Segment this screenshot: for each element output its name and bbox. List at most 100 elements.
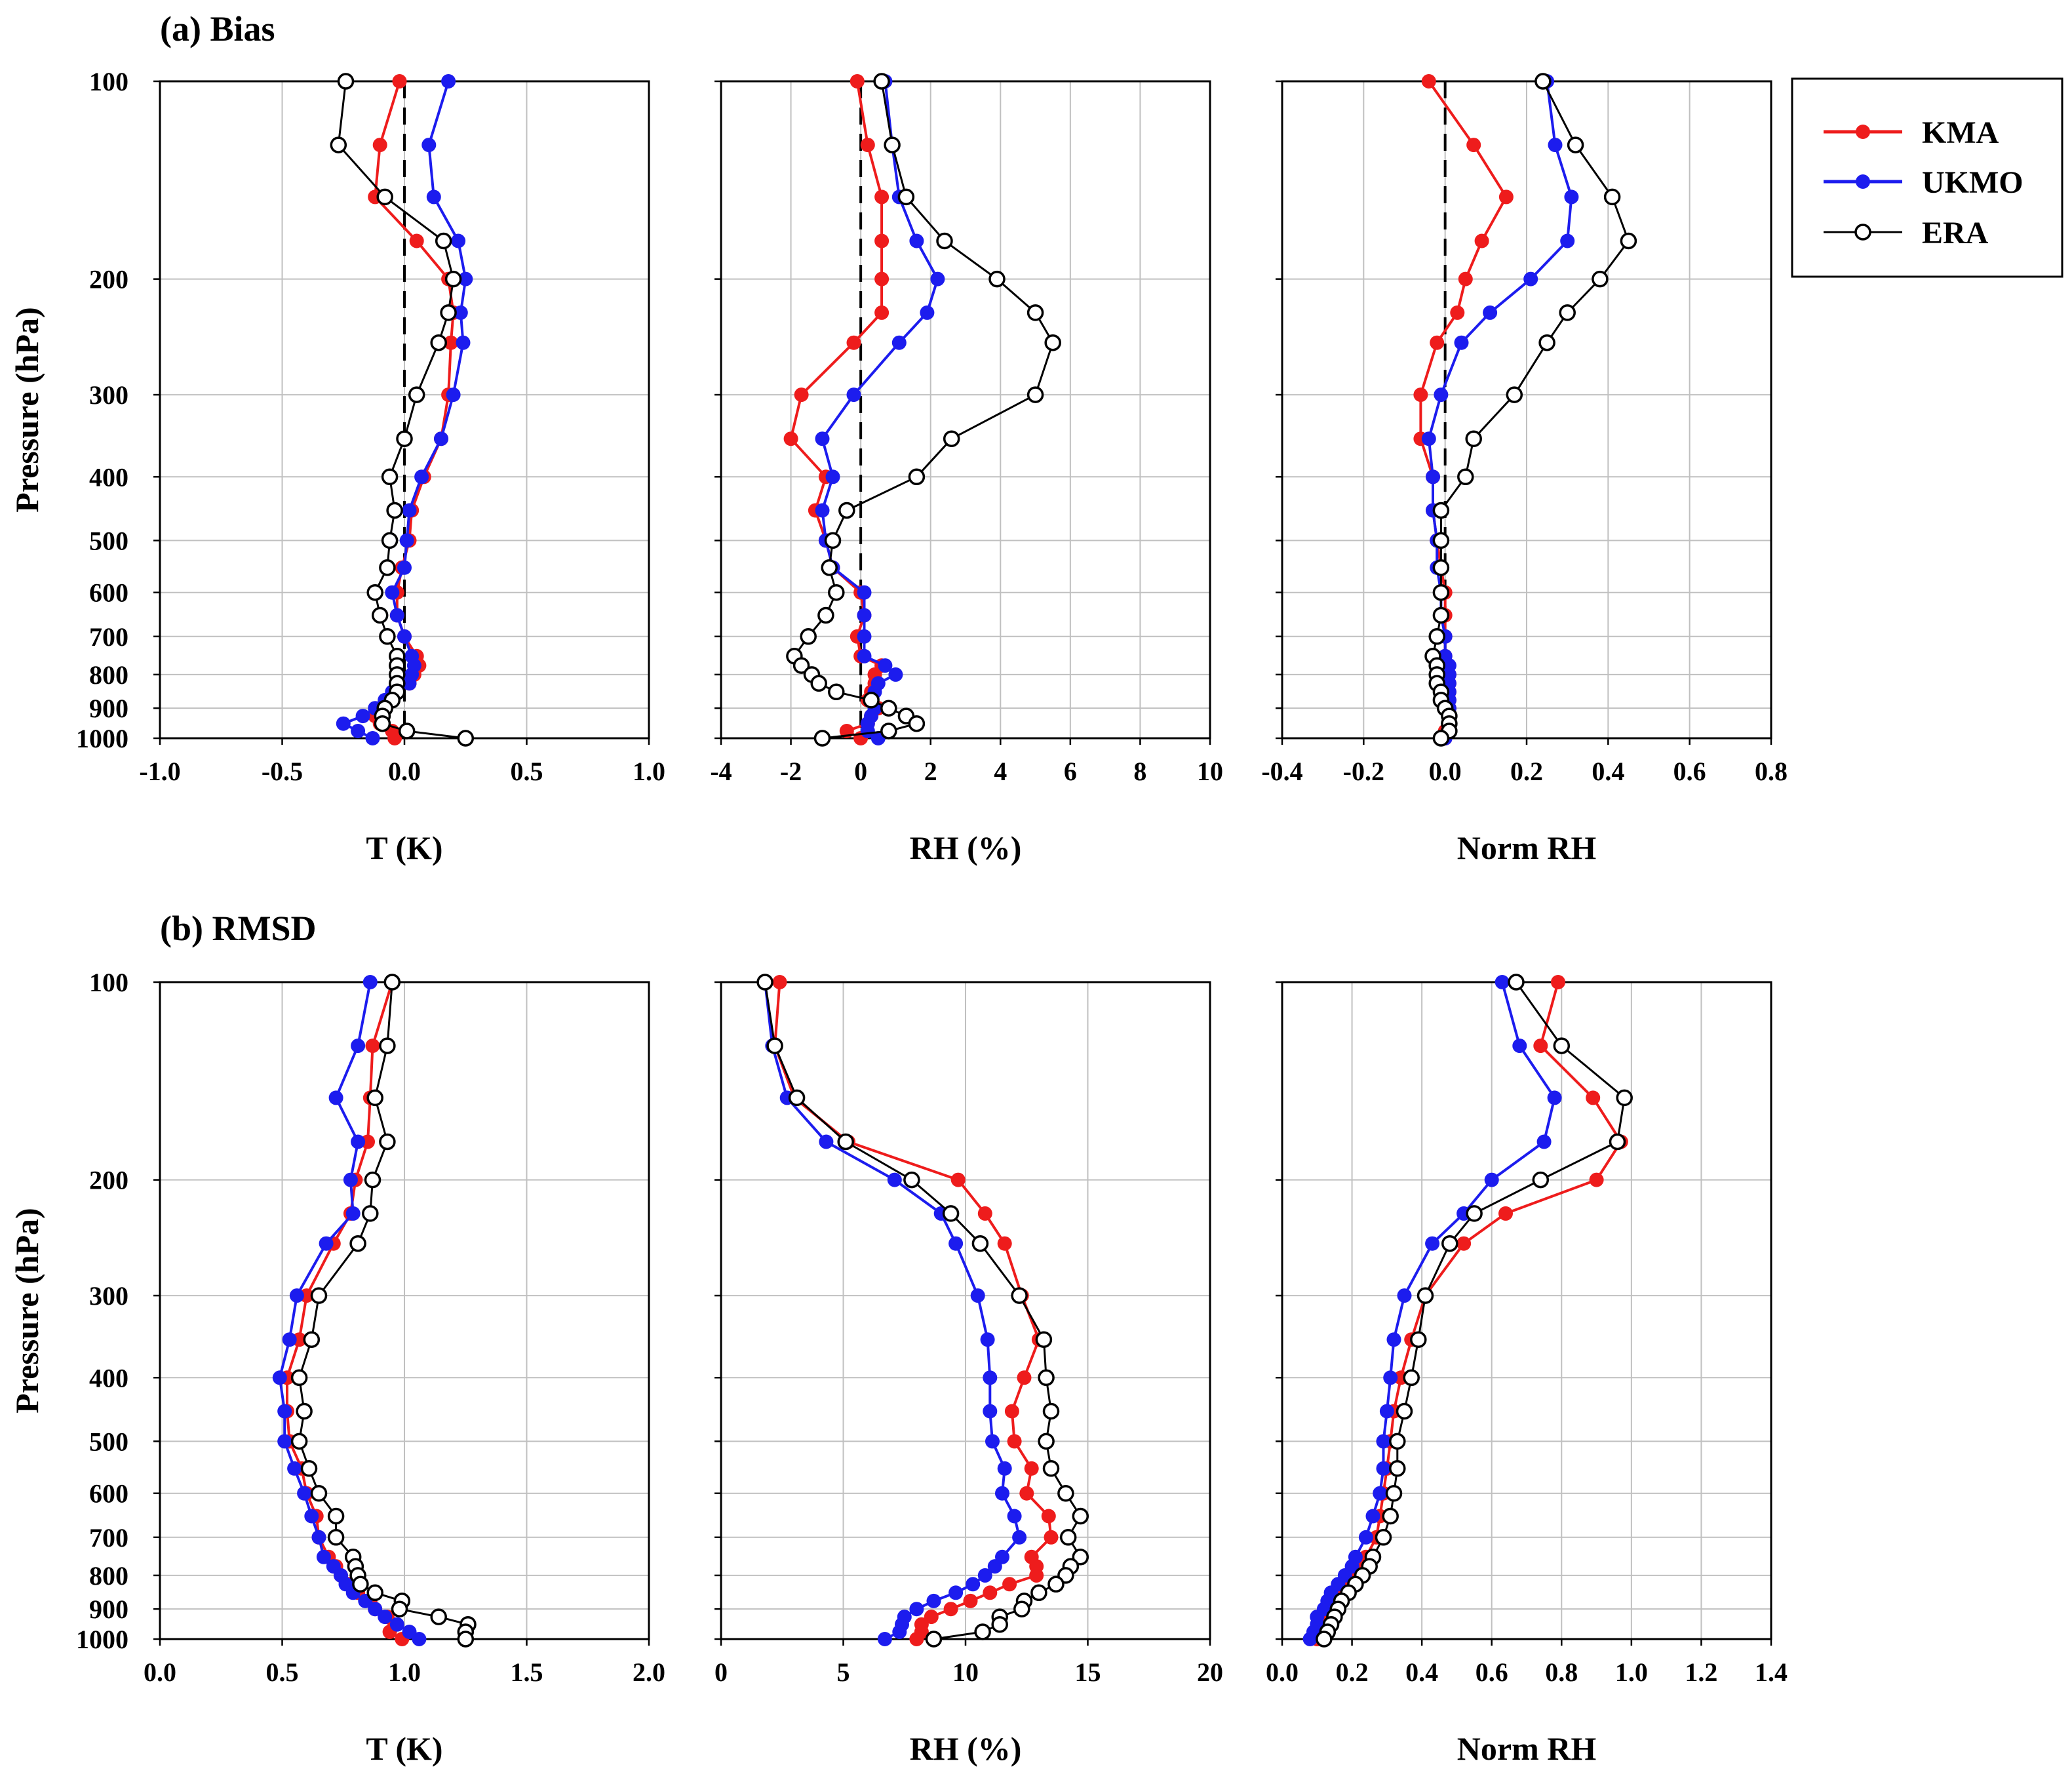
x-tick-label: 1.2 <box>1685 1657 1717 1687</box>
x-tick-label: 1.5 <box>511 1657 543 1687</box>
data-point-era <box>942 1205 960 1222</box>
data-point-era <box>337 73 355 90</box>
data-point-kma <box>409 233 424 248</box>
data-point-ukmo <box>948 1236 964 1251</box>
y-tick-label: 700 <box>89 622 128 652</box>
plot-frame <box>720 981 1211 1640</box>
x-axis-label: RH (%) <box>910 1730 1022 1767</box>
data-point-era <box>457 1631 475 1648</box>
data-point-kma <box>1029 1568 1044 1583</box>
y-axis-label: Pressure (hPa) <box>9 1208 45 1413</box>
x-tick-label: 6 <box>1064 757 1077 786</box>
data-point-ukmo <box>426 189 441 205</box>
row-title: (b) RMSD <box>160 909 317 948</box>
data-point-era <box>349 1235 366 1252</box>
data-point-ukmo <box>272 1370 287 1385</box>
x-tick-label: -0.4 <box>1261 757 1302 786</box>
data-point-ukmo <box>1365 1509 1380 1524</box>
data-point-era <box>810 675 827 692</box>
data-point-era <box>1044 334 1061 351</box>
x-tick-label: 0.2 <box>1336 1657 1369 1687</box>
legend-label-kma: KMA <box>1922 115 1999 150</box>
data-point-era <box>1013 1600 1030 1617</box>
data-point-era <box>444 270 462 288</box>
data-point-era <box>435 232 452 250</box>
x-tick-label: 5 <box>837 1657 850 1687</box>
data-point-era <box>379 628 396 645</box>
x-axis-label: T (K) <box>366 1730 442 1767</box>
data-point-ukmo <box>980 1332 995 1347</box>
data-point-ukmo <box>365 731 380 745</box>
data-point-ukmo <box>1536 1134 1552 1149</box>
data-point-era <box>379 559 396 576</box>
data-point-ukmo <box>920 305 935 320</box>
x-axis-label: Norm RH <box>1457 829 1597 866</box>
data-point-era <box>1011 1287 1028 1304</box>
data-point-ukmo <box>421 138 437 153</box>
data-point-kma <box>1019 1486 1034 1501</box>
data-point-era <box>1035 1331 1053 1348</box>
data-point-era <box>974 1623 991 1640</box>
data-point-ukmo <box>877 1632 892 1646</box>
data-point-era <box>1457 468 1474 486</box>
data-point-kma <box>443 335 458 350</box>
data-point-kma <box>874 189 889 205</box>
data-point-kma <box>983 1585 998 1600</box>
data-point-ukmo <box>1564 189 1579 205</box>
panel: 0.0 0.2 0.4 0.6 0.8 1.0 1.2 1.4 Norm RH <box>1266 974 1788 1767</box>
data-point-era <box>396 430 413 447</box>
data-point-era <box>1385 1484 1403 1502</box>
data-point-ukmo <box>1379 1404 1394 1419</box>
data-point-era <box>908 715 926 732</box>
data-point-era <box>376 188 393 206</box>
data-point-kma <box>874 271 889 287</box>
y-tick-label: 1000 <box>76 724 128 753</box>
x-tick-label: 1.4 <box>1755 1657 1788 1687</box>
data-point-kma <box>1430 335 1445 350</box>
data-point-ukmo <box>983 1404 998 1419</box>
data-point-ukmo <box>277 1434 292 1449</box>
data-point-ukmo <box>846 387 861 403</box>
data-point-era <box>1603 188 1621 206</box>
y-tick-label: 100 <box>89 968 128 997</box>
data-point-ukmo <box>311 1530 326 1545</box>
data-point-era <box>1389 1460 1406 1477</box>
data-point-era <box>943 430 960 447</box>
data-point-era <box>1038 1369 1055 1387</box>
x-tick-label: 2.0 <box>633 1657 665 1687</box>
data-point-era <box>1038 1433 1055 1450</box>
data-point-era <box>1432 606 1450 624</box>
data-point-era <box>379 1037 396 1054</box>
x-tick-label: 0.5 <box>511 757 543 786</box>
data-point-ukmo <box>412 1632 427 1646</box>
data-point-ukmo <box>970 1288 985 1303</box>
data-point-era <box>374 715 391 732</box>
data-point-kma <box>850 74 865 89</box>
data-point-era <box>1042 1460 1060 1477</box>
data-point-kma <box>1450 305 1465 320</box>
data-point-era <box>988 270 1006 288</box>
panel: 0 5 10 15 20 RH (%) <box>714 974 1223 1767</box>
data-point-era <box>824 532 842 549</box>
x-tick-label: 0.4 <box>1592 757 1624 786</box>
data-point-era <box>1538 334 1555 351</box>
data-point-era <box>366 1584 383 1602</box>
x-tick-label: 0.4 <box>1405 1657 1438 1687</box>
data-point-era <box>1432 559 1450 576</box>
data-point-ukmo <box>1383 1370 1398 1385</box>
data-point-era <box>1428 628 1445 645</box>
plot-frame <box>720 80 1211 740</box>
data-point-ukmo <box>414 469 429 485</box>
data-point-kma <box>997 1236 1012 1251</box>
x-axis-label: RH (%) <box>910 829 1022 866</box>
x-axis-label: T (K) <box>366 829 442 866</box>
x-tick-label: 0.8 <box>1545 1657 1578 1687</box>
y-axis-label: Pressure (hPa) <box>9 307 45 512</box>
data-point-era <box>1616 1089 1633 1107</box>
data-point-era <box>821 559 838 576</box>
data-point-era <box>1466 1205 1483 1222</box>
x-tick-label: 0 <box>854 757 867 786</box>
data-point-kma <box>977 1206 992 1221</box>
y-tick-label: 800 <box>89 1561 128 1591</box>
